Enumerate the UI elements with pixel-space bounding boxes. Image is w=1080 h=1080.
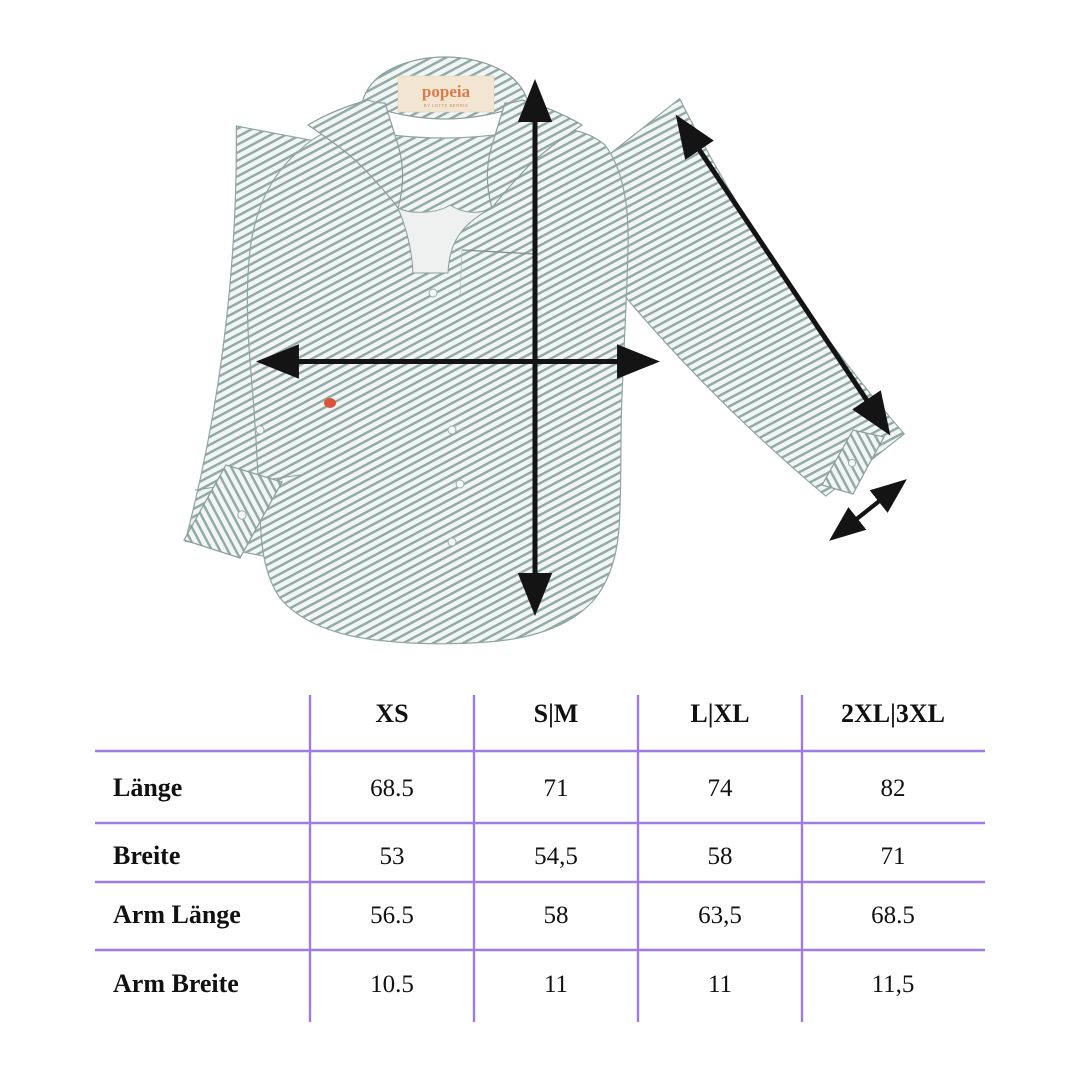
- svg-text:56.5: 56.5: [370, 902, 414, 929]
- svg-text:XS: XS: [375, 699, 408, 728]
- svg-text:L|XL: L|XL: [690, 699, 749, 728]
- svg-text:Arm Länge: Arm Länge: [113, 900, 241, 929]
- svg-text:74: 74: [708, 775, 734, 802]
- svg-text:63,5: 63,5: [698, 902, 742, 929]
- svg-text:BY LOTTE BERRIS: BY LOTTE BERRIS: [424, 103, 468, 108]
- svg-text:popeia: popeia: [422, 82, 471, 101]
- svg-text:S|M: S|M: [534, 699, 579, 728]
- svg-text:71: 71: [881, 843, 906, 870]
- svg-text:2XL|3XL: 2XL|3XL: [841, 699, 945, 728]
- svg-text:58: 58: [544, 902, 569, 929]
- svg-text:11,5: 11,5: [872, 971, 915, 998]
- svg-text:54,5: 54,5: [534, 843, 578, 870]
- svg-text:11: 11: [544, 971, 568, 998]
- svg-text:11: 11: [708, 971, 732, 998]
- svg-text:Länge: Länge: [113, 773, 182, 802]
- svg-text:82: 82: [881, 775, 906, 802]
- svg-text:68.5: 68.5: [370, 775, 414, 802]
- svg-text:10.5: 10.5: [370, 971, 414, 998]
- svg-text:Breite: Breite: [113, 841, 180, 870]
- svg-text:71: 71: [544, 775, 569, 802]
- svg-text:58: 58: [708, 843, 733, 870]
- svg-text:53: 53: [380, 843, 405, 870]
- svg-text:68.5: 68.5: [871, 902, 915, 929]
- svg-text:Arm Breite: Arm Breite: [113, 969, 239, 998]
